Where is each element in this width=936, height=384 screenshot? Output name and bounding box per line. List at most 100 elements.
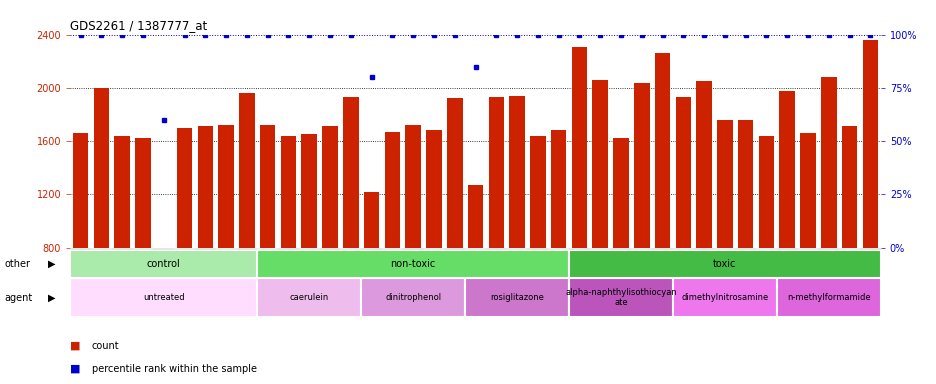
Text: other: other [5,259,31,269]
Bar [839,248,859,309]
Bar [817,248,839,309]
Bar [799,133,815,248]
Bar [70,278,257,317]
Bar [195,248,215,309]
Bar [654,53,669,248]
Bar [776,278,880,317]
Text: GDS2261 / 1387777_at: GDS2261 / 1387777_at [70,19,207,32]
Bar [651,248,672,309]
Bar [859,248,880,309]
Bar [695,81,711,248]
Bar [610,248,631,309]
Bar [361,248,382,309]
Bar [423,248,444,309]
Text: alpha-naphthylisothiocyan
ate: alpha-naphthylisothiocyan ate [564,288,676,307]
Bar [527,248,548,309]
Bar [236,248,257,309]
Bar [779,91,795,248]
Text: non-toxic: non-toxic [390,259,435,269]
Bar [776,248,797,309]
Bar [530,136,545,248]
Bar [70,250,257,278]
Text: rosiglitazone: rosiglitazone [490,293,544,302]
Bar [634,83,649,248]
Bar [278,248,299,309]
Bar [862,40,877,248]
Bar [592,80,607,248]
Bar [73,133,88,248]
Text: percentile rank within the sample: percentile rank within the sample [92,364,256,374]
Text: ▶: ▶ [48,259,55,269]
Bar [135,139,151,248]
Bar [91,248,111,309]
Bar [405,125,420,248]
Bar [361,278,464,317]
Text: untreated: untreated [143,293,184,302]
Text: dinitrophenol: dinitrophenol [385,293,441,302]
Text: toxic: toxic [712,259,736,269]
Bar [738,120,753,248]
Bar [94,88,110,248]
Bar [631,248,651,309]
Bar [509,96,524,248]
Bar [488,97,504,248]
Bar [426,131,441,248]
Bar [382,248,402,309]
Bar [363,192,379,248]
Text: count: count [92,341,119,351]
Bar [239,93,255,248]
Text: ▶: ▶ [48,293,55,303]
Bar [218,125,234,248]
Bar [486,248,506,309]
Text: caerulein: caerulein [289,293,329,302]
Bar [114,136,130,248]
Bar [735,248,755,309]
Text: n-methylformamide: n-methylformamide [786,293,870,302]
Bar [446,99,462,248]
Bar [755,248,776,309]
Bar [693,248,714,309]
Bar [259,125,275,248]
Bar [568,248,589,309]
Bar [257,250,568,278]
Bar [506,248,527,309]
Text: control: control [147,259,181,269]
Bar [820,77,836,248]
Bar [154,248,174,309]
Bar [257,248,278,309]
Bar [672,248,693,309]
Bar [444,248,464,309]
Bar [571,46,587,248]
Bar [714,248,735,309]
Bar [548,248,568,309]
Bar [550,131,566,248]
Text: agent: agent [5,293,33,303]
Bar [70,248,91,309]
Bar [797,248,817,309]
Bar [111,248,133,309]
Bar [343,97,358,248]
Bar [384,132,400,248]
Bar [177,128,192,248]
Bar [464,278,568,317]
Text: ■: ■ [70,341,80,351]
Bar [841,126,856,248]
Bar [402,248,423,309]
Bar [215,248,236,309]
Bar [174,248,195,309]
Bar [197,126,212,248]
Bar [675,97,691,248]
Bar [257,278,361,317]
Bar [322,126,338,248]
Bar [301,134,316,248]
Bar [672,278,776,317]
Bar [299,248,319,309]
Text: dimethylnitrosamine: dimethylnitrosamine [680,293,768,302]
Bar [589,248,610,309]
Bar [612,139,628,248]
Bar [568,278,672,317]
Bar [319,248,340,309]
Bar [281,136,296,248]
Bar [340,248,361,309]
Bar [467,185,483,248]
